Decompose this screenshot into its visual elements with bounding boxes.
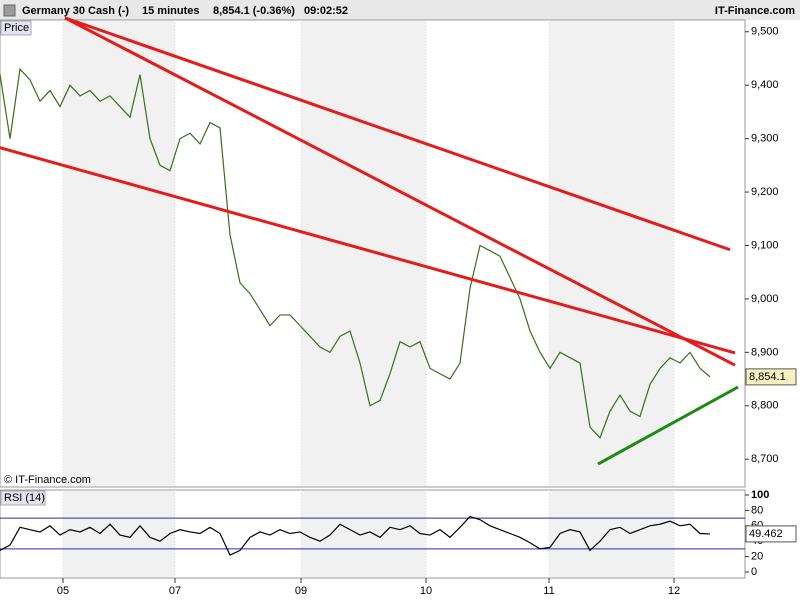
y-tick-label: 9,500 [751,26,779,38]
header-icon [3,4,16,17]
panel-label-bg [0,20,32,36]
header-time: 09:02:52 [304,5,348,17]
y-tick-label: 8,900 [751,346,779,358]
last-value-label: 8,854.1 [749,371,786,383]
header-title: Germany 30 Cash (-) [22,5,129,17]
source: © IT-Finance.com [4,474,91,486]
y-tick-label: 9,400 [751,79,779,91]
y-tick-label: 20 [751,551,763,563]
day-band [301,21,426,486]
rsi-line [0,515,711,556]
trendline [64,16,731,252]
header-brand: IT-Finance.com [715,5,795,17]
y-tick-label: 9,300 [751,133,779,145]
day-band [549,21,674,486]
x-tick-label: 07 [169,585,181,597]
price-line [0,67,711,439]
x-tick-label: 11 [543,585,554,597]
y-tick-label: 100 [751,489,769,501]
y-tick-label: 9,200 [751,186,779,198]
x-tick-label: 09 [295,585,307,597]
trendline [64,16,736,367]
panel-label: RSI (14) [4,492,45,504]
header-bar [0,0,800,20]
y-tick-label: 80 [751,504,763,516]
panel-label-bg [0,490,46,506]
panel-label: Price [4,22,29,34]
x-tick-label: 10 [420,585,432,597]
header-quote: 8,854.1 (-0.36%) [213,5,295,17]
y-tick-label: 8,700 [751,453,779,465]
last-value-box [745,368,797,386]
x-tick-label: 12 [668,585,680,597]
x-tick-label: 05 [57,585,69,597]
trendline [597,385,739,466]
header-interval: 15 minutes [142,5,199,17]
last-value-box [745,525,797,543]
trendline [0,146,736,355]
y-tick-label: 9,000 [751,293,779,305]
y-tick-label: 0 [751,566,757,578]
last-value-label: 49.462 [749,528,783,540]
day-band [63,21,175,486]
day-band [549,491,674,577]
y-tick-label: 9,100 [751,239,779,251]
y-tick-label: 8,800 [751,400,779,412]
